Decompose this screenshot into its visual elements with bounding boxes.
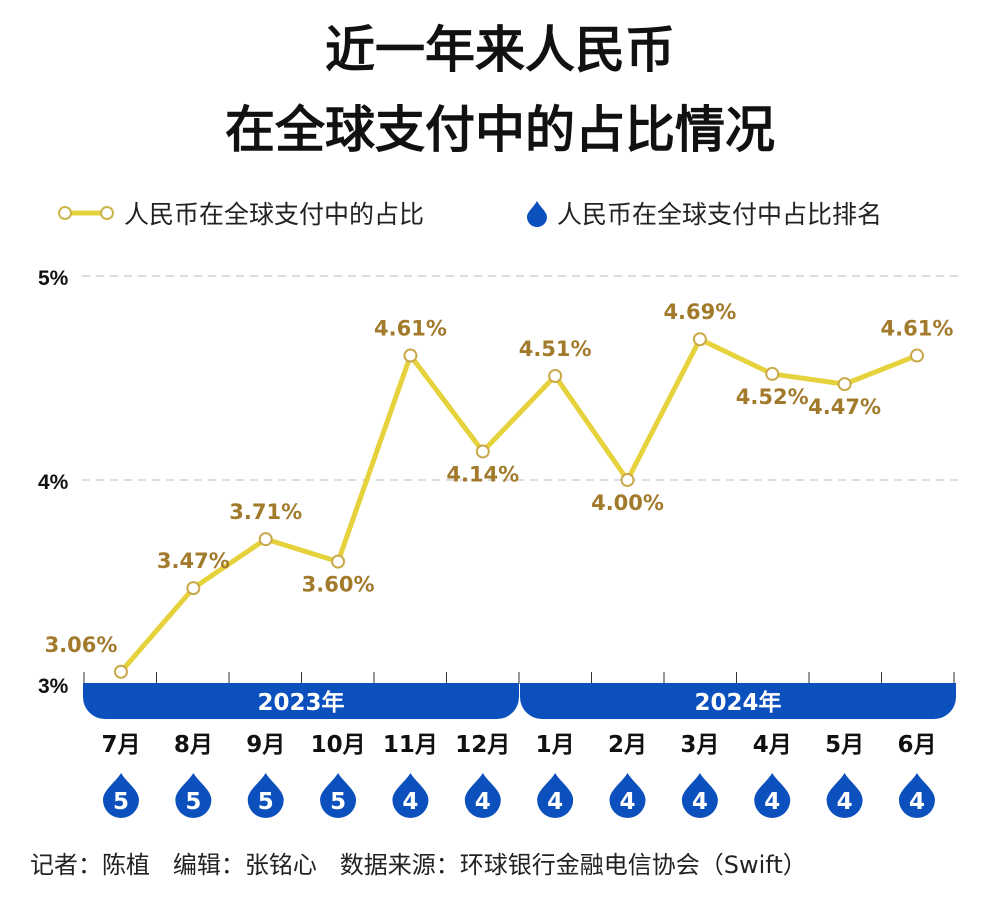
rank-label: 4: [692, 789, 708, 815]
year-band: [520, 683, 956, 719]
x-tick-label: 3月: [680, 732, 719, 758]
chart-title-line2: 在全球支付中的占比情况: [225, 101, 775, 159]
x-tick-label: 9月: [246, 732, 285, 758]
data-point: [765, 366, 780, 381]
x-tick-label: 5月: [825, 732, 864, 758]
rank-drop-marker: [103, 773, 139, 818]
data-point: [258, 532, 273, 547]
footer-credits: 记者：陈植 编辑：张铭心 数据来源：环球银行金融电信协会（Swift）: [30, 851, 807, 879]
rank-drop-marker: [464, 773, 501, 819]
legend-line-icon: [58, 206, 114, 220]
data-point: [186, 581, 201, 596]
rank-label: 4: [547, 789, 563, 815]
data-label: 4.14%: [446, 462, 519, 486]
rank-label: 5: [113, 789, 129, 815]
data-label: 4.61%: [881, 317, 954, 341]
data-label: 3.47%: [157, 549, 230, 573]
rank-label: 4: [402, 789, 418, 815]
data-label: 3.60%: [302, 573, 375, 597]
data-label: 3.06%: [45, 633, 118, 657]
data-point: [114, 664, 128, 679]
rank-drop-marker: [609, 773, 646, 819]
year-band-label: 2024年: [694, 689, 781, 716]
rank-label: 5: [330, 789, 346, 815]
data-point: [475, 444, 490, 459]
x-tick-label: 6月: [897, 732, 936, 758]
y-tick-label: 4%: [38, 471, 69, 494]
rank-drop-marker: [826, 773, 863, 819]
data-point: [909, 348, 924, 363]
rank-label: 4: [837, 789, 853, 815]
data-point: [837, 377, 852, 392]
x-tick-label: 8月: [174, 732, 213, 758]
data-point: [692, 332, 707, 347]
data-point: [403, 348, 418, 363]
legend-rank-label: 人民币在全球支付中占比排名: [557, 200, 883, 229]
x-tick-label: 10月: [311, 732, 366, 758]
data-label: 4.51%: [519, 337, 592, 361]
rank-label: 5: [185, 789, 201, 815]
x-tick-label: 12月: [455, 732, 510, 758]
drop-icon: [527, 201, 547, 227]
rank-drop-marker: [247, 773, 284, 819]
share-line: [119, 336, 918, 674]
data-label: 4.69%: [663, 300, 736, 324]
rank-label: 5: [258, 789, 274, 815]
legend-share-label: 人民币在全球支付中的占比: [124, 200, 425, 229]
data-point: [548, 368, 563, 383]
rank-drop-marker: [320, 773, 357, 819]
data-point: [331, 554, 346, 569]
x-tick-label: 4月: [753, 732, 792, 758]
legend-share: 人民币在全球支付中的占比: [56, 195, 424, 231]
rank-drop-marker: [898, 773, 935, 819]
year-band-label: 2023年: [257, 689, 344, 716]
chart-title-line1: 近一年来人民币: [325, 21, 675, 79]
y-tick-label: 3%: [38, 675, 69, 698]
x-tick-label: 2月: [608, 732, 647, 758]
rank-drop-marker: [681, 773, 718, 819]
data-point: [620, 473, 635, 487]
data-label: 4.52%: [736, 385, 809, 409]
rank-label: 4: [475, 789, 491, 815]
x-tick-label: 1月: [536, 732, 575, 758]
data-label: 4.47%: [808, 395, 881, 419]
rank-drop-marker: [175, 773, 212, 819]
x-tick-label: 11月: [383, 732, 438, 758]
x-tick-label: 7月: [101, 732, 140, 758]
year-band: [83, 683, 519, 719]
rank-drop-marker: [392, 773, 429, 819]
data-label: 3.71%: [229, 500, 302, 524]
rank-label: 4: [764, 789, 780, 815]
data-label: 4.61%: [374, 317, 447, 341]
rank-label: 4: [909, 789, 925, 815]
rank-drop-marker: [754, 773, 791, 819]
legend-rank: 人民币在全球支付中占比排名: [525, 195, 882, 231]
rank-drop-marker: [537, 773, 574, 819]
rank-label: 4: [620, 789, 636, 815]
y-tick-label: 5%: [38, 267, 69, 290]
data-label: 4.00%: [591, 491, 664, 515]
